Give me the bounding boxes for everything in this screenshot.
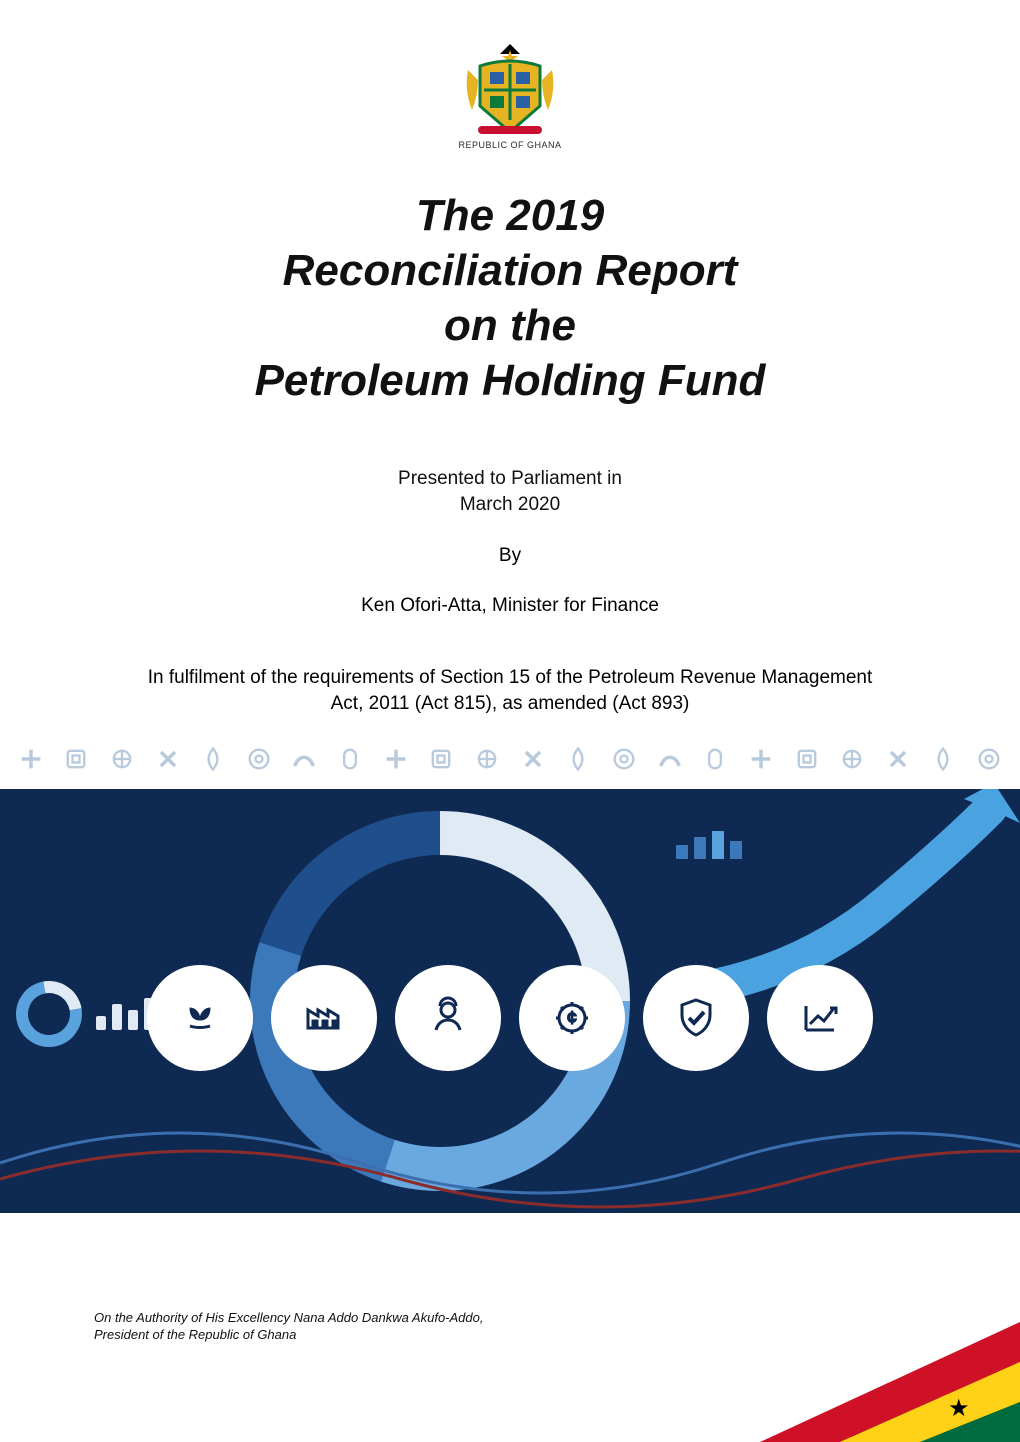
- adinkra-glyph-icon: [837, 745, 867, 773]
- adinkra-glyph-icon: [655, 745, 685, 773]
- document-title: The 2019 Reconciliation Report on the Pe…: [60, 188, 960, 408]
- adinkra-glyph-icon: [107, 745, 137, 773]
- plant-hand-badge: [147, 965, 253, 1071]
- adinkra-glyph-icon: [928, 745, 958, 773]
- title-line-4: Petroleum Holding Fund: [60, 353, 960, 408]
- adinkra-glyph-icon: [16, 745, 46, 773]
- fulfilment-line-1: In fulfilment of the requirements of Sec…: [70, 665, 950, 691]
- title-line-1: The 2019: [60, 188, 960, 243]
- adinkra-symbol-strip: [0, 743, 1020, 775]
- adinkra-glyph-icon: [700, 745, 730, 773]
- adinkra-glyph-icon: [563, 745, 593, 773]
- cedi-gear-badge: ¢: [519, 965, 625, 1071]
- hero-infographic: ¢: [0, 789, 1020, 1213]
- presented-line-2: March 2020: [60, 492, 960, 518]
- adinkra-glyph-icon: [746, 745, 776, 773]
- coat-of-arms: REPUBLIC OF GHANA: [450, 40, 570, 150]
- by-label: By: [60, 545, 960, 567]
- coat-of-arms-caption: REPUBLIC OF GHANA: [458, 140, 561, 150]
- adinkra-glyph-icon: [974, 745, 1004, 773]
- adinkra-glyph-icon: [381, 745, 411, 773]
- minister-name: Ken Ofori-Atta, Minister for Finance: [60, 595, 960, 617]
- presented-line-1: Presented to Parliament in: [60, 466, 960, 492]
- adinkra-glyph-icon: [518, 745, 548, 773]
- svg-text:¢: ¢: [567, 1008, 577, 1028]
- wave-lines-icon: [0, 1093, 1020, 1213]
- cedi-gear-icon: ¢: [542, 988, 602, 1048]
- factory-icon: [294, 988, 354, 1048]
- title-line-2: Reconciliation Report: [60, 243, 960, 298]
- factory-badge: [271, 965, 377, 1071]
- adinkra-glyph-icon: [153, 745, 183, 773]
- presented-block: Presented to Parliament in March 2020: [60, 466, 960, 517]
- fulfilment-block: In fulfilment of the requirements of Sec…: [60, 665, 960, 716]
- fulfilment-line-2: Act, 2011 (Act 815), as amended (Act 893…: [70, 691, 950, 717]
- adinkra-glyph-icon: [61, 745, 91, 773]
- shield-check-badge: [643, 965, 749, 1071]
- adinkra-glyph-icon: [198, 745, 228, 773]
- worker-gear-badge: [395, 965, 501, 1071]
- document-cover: REPUBLIC OF GHANA The 2019 Reconciliatio…: [0, 0, 1020, 1442]
- adinkra-glyph-icon: [335, 745, 365, 773]
- adinkra-glyph-icon: [472, 745, 502, 773]
- title-line-3: on the: [60, 298, 960, 353]
- sector-icon-row: ¢: [0, 965, 1020, 1071]
- adinkra-glyph-icon: [426, 745, 456, 773]
- growth-chart-icon: [790, 988, 850, 1048]
- adinkra-glyph-icon: [244, 745, 274, 773]
- adinkra-glyph-icon: [289, 745, 319, 773]
- worker-gear-icon: [418, 988, 478, 1048]
- shield-check-icon: [666, 988, 726, 1048]
- adinkra-glyph-icon: [883, 745, 913, 773]
- adinkra-glyph-icon: [609, 745, 639, 773]
- svg-text:★: ★: [948, 1395, 970, 1422]
- growth-chart-badge: [767, 965, 873, 1071]
- coat-of-arms-svg: [450, 40, 570, 136]
- plant-hand-icon: [170, 988, 230, 1048]
- adinkra-glyph-icon: [792, 745, 822, 773]
- ghana-flag-icon: ★: [760, 1322, 1020, 1442]
